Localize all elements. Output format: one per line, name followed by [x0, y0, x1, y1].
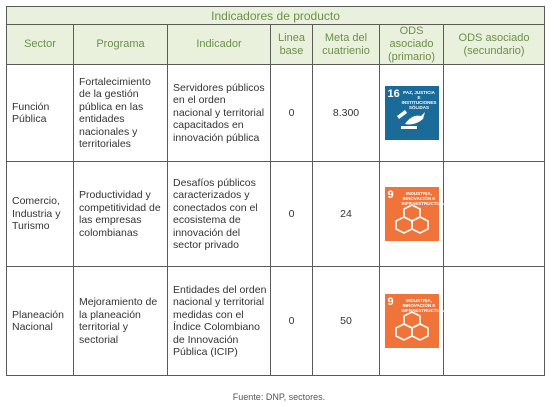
header-ods-secundario: ODS asociado (secundario)	[442, 24, 546, 65]
ods-number: 9	[387, 189, 394, 201]
cell-programa: Productividad y competitividad de las em…	[73, 161, 168, 267]
cell-programa: Fortalecimiento de la gestión pública en…	[73, 64, 168, 162]
dove-gavel-icon	[396, 110, 425, 129]
cubes-icon	[394, 204, 429, 234]
cell-ods-secundario	[442, 266, 546, 376]
ods-9-icon: 9 INDUSTRIA, INNOVACIÓN E INFRAESTRUCTUR…	[384, 294, 447, 348]
cell-indicador: Entidades del orden nacional y territori…	[167, 266, 271, 376]
ods-label: INDUSTRIA, INNOVACIÓN E INFRAESTRUCTURA	[401, 298, 447, 313]
cell-ods-primario: 16 PAZ, JUSTICIA E INSTITUCIONES SÓLIDAS	[379, 64, 444, 162]
ods-label: PAZ, JUSTICIA E INSTITUCIONES SÓLIDAS	[401, 90, 437, 110]
indicators-table-container: Indicadores de producto Sector Programa …	[5, 6, 546, 376]
ods-number: 16	[387, 88, 400, 100]
cell-indicador: Desafíos públicos caracterizados y conec…	[167, 161, 271, 267]
header-sector: Sector	[6, 24, 74, 65]
cell-meta: 50	[312, 266, 380, 376]
cell-indicador: Servidores públicos en el orden nacional…	[167, 64, 271, 162]
header-row: Sector Programa Indicador Linea base Met…	[6, 24, 546, 65]
cell-sector: Planeación Nacional	[6, 266, 74, 376]
header-indicador: Indicador	[167, 24, 271, 65]
table-row: Planeación Nacional Mejoramiento de la p…	[6, 266, 546, 376]
ods-number: 9	[387, 296, 394, 308]
cell-linea-base: 0	[270, 161, 313, 267]
cell-ods-secundario	[442, 161, 546, 267]
header-programa: Programa	[73, 24, 168, 65]
source-note: Fuente: DNP, sectores.	[232, 392, 326, 402]
table-title: Indicadores de producto	[5, 6, 546, 25]
cell-linea-base: 0	[270, 64, 313, 162]
cell-ods-secundario	[442, 64, 546, 162]
cell-sector: Comercio, Industria y Turismo	[6, 161, 74, 267]
ods-16-icon: 16 PAZ, JUSTICIA E INSTITUCIONES SÓLIDAS	[384, 86, 439, 140]
cell-programa: Mejoramiento de la planeación territoria…	[73, 266, 168, 376]
indicators-table: Indicadores de producto Sector Programa …	[5, 6, 546, 376]
cell-ods-primario: 9 INDUSTRIA, INNOVACIÓN E INFRAESTRUCTUR…	[379, 266, 447, 376]
ods-label: INDUSTRIA, INNOVACIÓN E INFRAESTRUCTURA	[401, 191, 447, 206]
header-linea-base: Linea base	[270, 24, 313, 65]
header-meta: Meta del cuatrienio	[312, 24, 380, 65]
header-ods-primario: ODS asociado (primario)	[379, 24, 444, 65]
cell-meta: 24	[312, 161, 380, 267]
ods-9-icon: 9 INDUSTRIA, INNOVACIÓN E INFRAESTRUCTUR…	[384, 187, 447, 241]
table-row: Comercio, Industria y Turismo Productivi…	[6, 161, 546, 267]
cell-ods-primario: 9 INDUSTRIA, INNOVACIÓN E INFRAESTRUCTUR…	[379, 161, 447, 267]
table-row: Función Pública Fortalecimiento de la ge…	[6, 64, 546, 162]
cell-sector: Función Pública	[6, 64, 74, 162]
cubes-icon	[394, 311, 429, 341]
cell-linea-base: 0	[270, 266, 313, 376]
cell-meta: 8.300	[312, 64, 380, 162]
